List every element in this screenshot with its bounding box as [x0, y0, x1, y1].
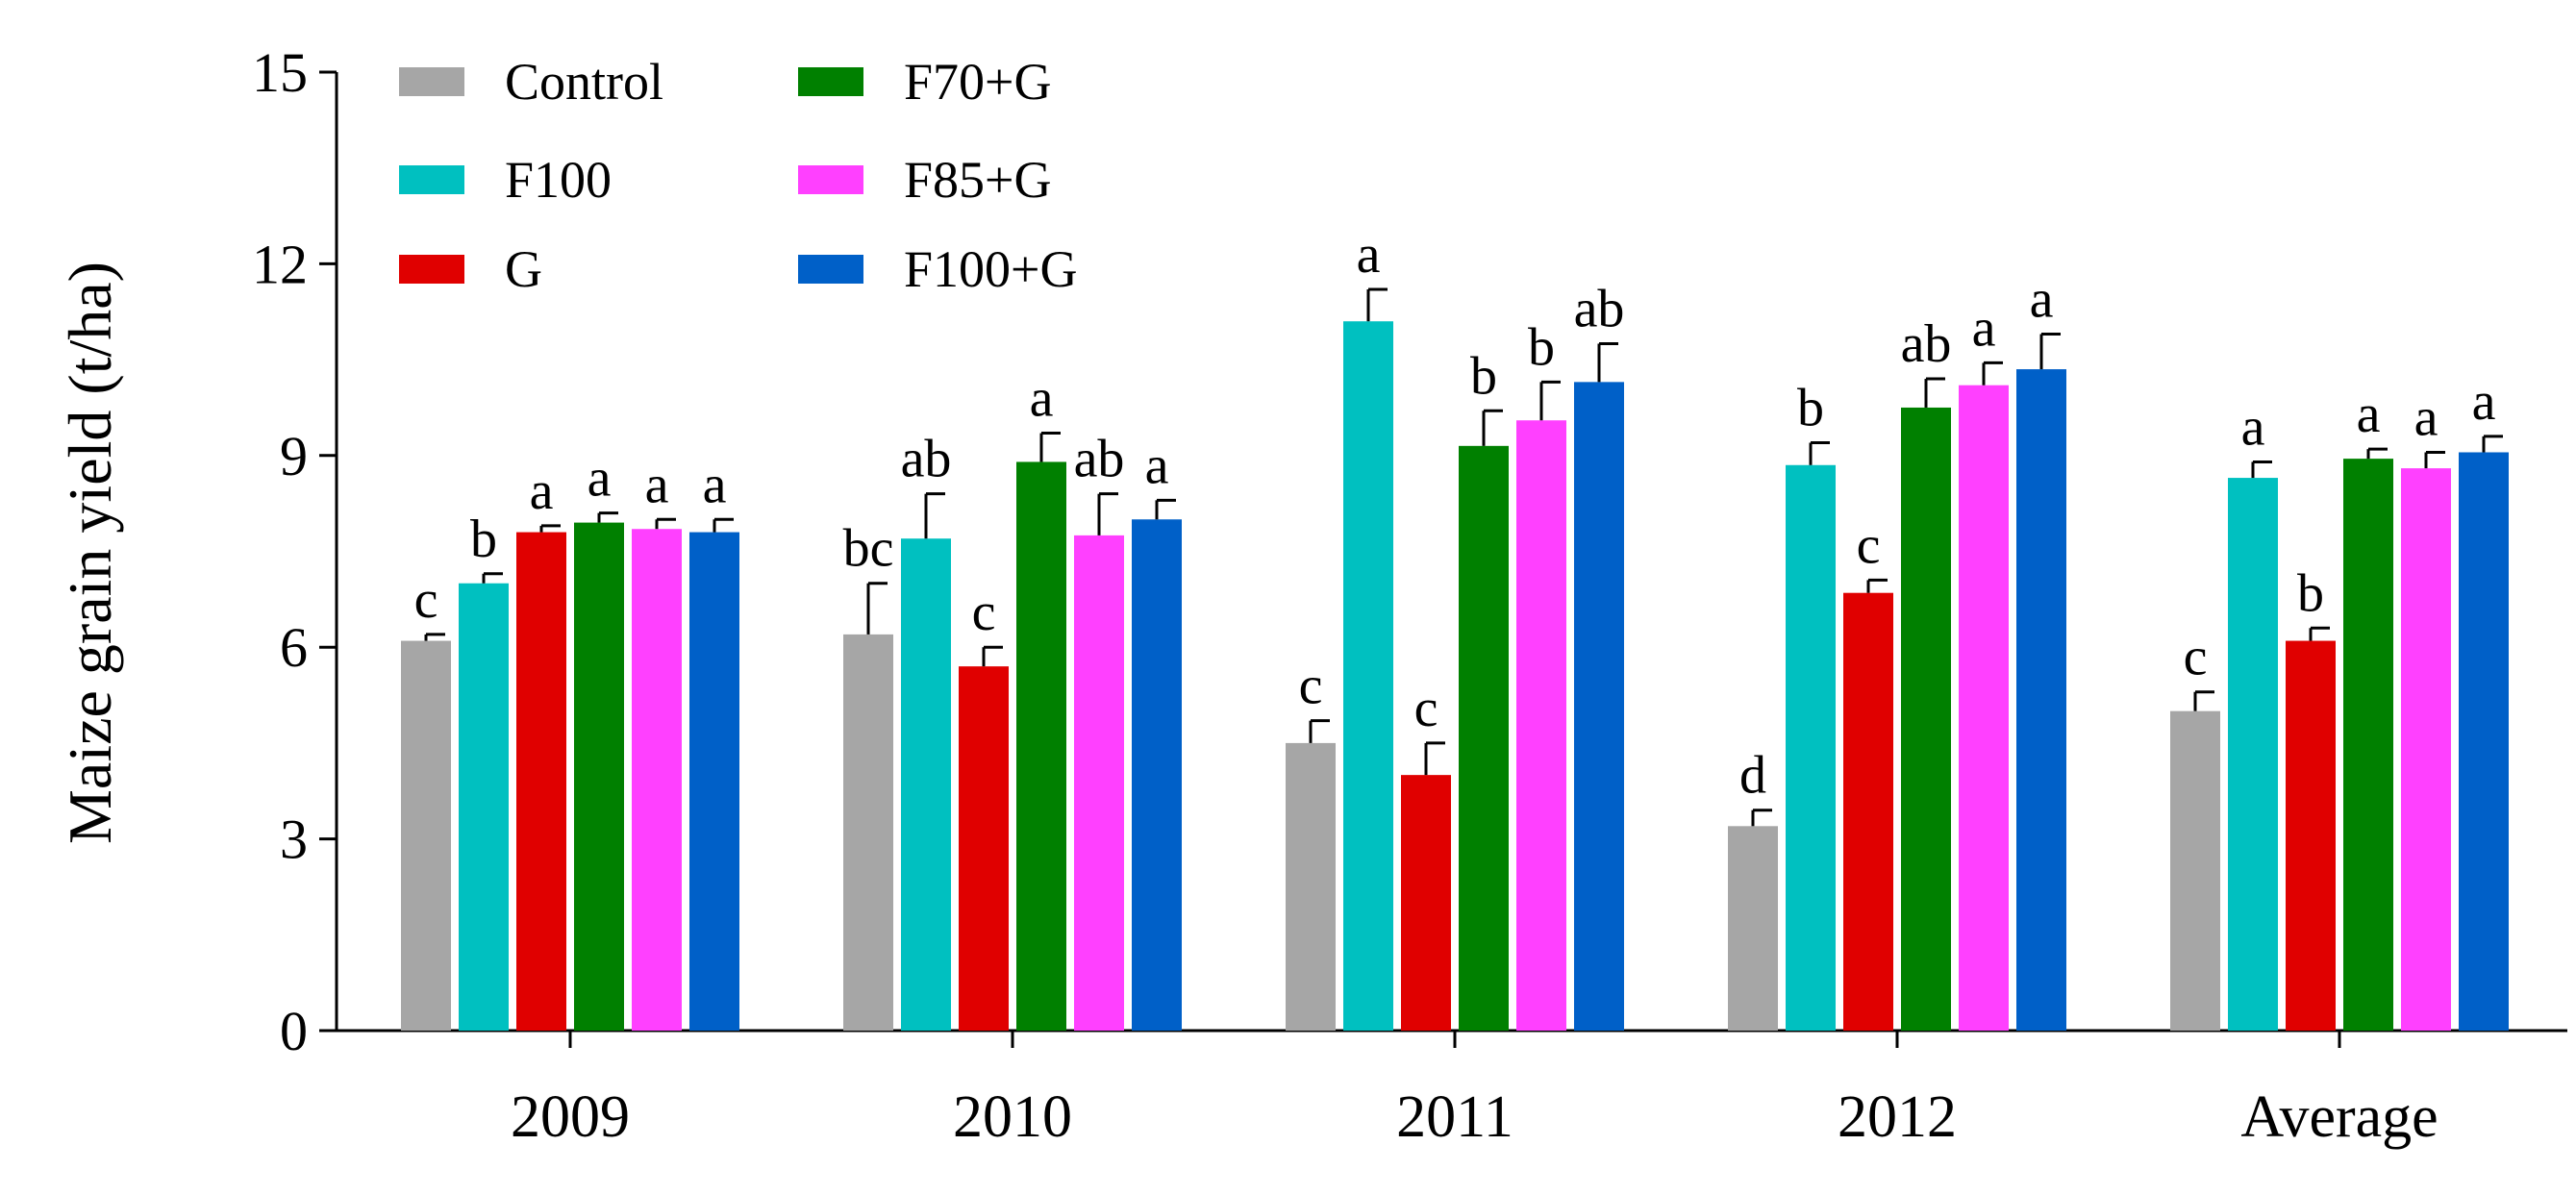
significance-label: a	[588, 449, 612, 509]
significance-label: b	[1797, 379, 1824, 438]
significance-label: a	[645, 455, 669, 514]
significance-label: c	[2184, 628, 2208, 687]
bar	[689, 532, 739, 1031]
axes: 0 3 6 9 12 15 2009 2010 2011 2012 Average	[252, 41, 2567, 1150]
significance-label: a	[1357, 225, 1381, 285]
significance-label: b	[1528, 317, 1555, 377]
legend-swatch	[399, 255, 464, 284]
legend-swatch	[798, 67, 863, 96]
significance-label: b	[1470, 346, 1497, 406]
significance-label: ab	[901, 430, 952, 489]
y-tick-label: 9	[280, 425, 308, 487]
bar	[2343, 459, 2393, 1032]
significance-label: a	[2030, 270, 2054, 330]
bar	[1728, 826, 1778, 1031]
x-tick-label: Average	[2240, 1084, 2438, 1150]
legend-label: F100+G	[904, 240, 1077, 298]
legend-label: F100	[505, 151, 612, 209]
x-tick-label: 2012	[1838, 1084, 1957, 1150]
legend-label: G	[505, 240, 542, 298]
x-tick-label: 2010	[953, 1084, 1072, 1150]
bar	[1401, 775, 1451, 1031]
x-tick-label: 2009	[511, 1084, 630, 1150]
bar	[2228, 478, 2278, 1031]
significance-label: c	[414, 570, 438, 630]
bar	[459, 583, 509, 1031]
y-axis-label: Maize grain yield (t/ha)	[56, 261, 124, 844]
legend-swatch	[399, 165, 464, 194]
significance-label: ab	[1574, 279, 1625, 338]
bar	[1132, 519, 1182, 1031]
significance-label: c	[972, 583, 996, 642]
bar	[1016, 461, 1066, 1031]
significance-label: d	[1739, 746, 1766, 806]
significance-label: a	[703, 455, 727, 514]
bar	[1959, 385, 2009, 1032]
bar	[901, 538, 951, 1031]
legend-swatch	[798, 255, 863, 284]
legend-label: F70+G	[904, 53, 1051, 111]
y-tick-label: 15	[252, 41, 308, 104]
bar	[1574, 382, 1624, 1031]
significance-label: c	[1857, 515, 1881, 575]
significance-label: bc	[843, 519, 894, 579]
bar	[1901, 407, 1951, 1031]
significance-label: a	[2472, 372, 2496, 432]
y-tick-label: 12	[252, 233, 308, 295]
significance-label: a	[530, 461, 554, 521]
bar	[574, 522, 624, 1031]
legend-swatch	[399, 67, 464, 96]
significance-label: b	[470, 510, 497, 569]
bar	[1843, 592, 1893, 1031]
significance-label: a	[2414, 387, 2438, 447]
significance-label: a	[1972, 298, 1996, 358]
significance-label: a	[2357, 385, 2381, 444]
bar	[1286, 742, 1336, 1031]
legend-swatch	[798, 165, 863, 194]
bar	[1343, 321, 1393, 1032]
bar	[1786, 464, 1836, 1031]
y-tick-label: 0	[280, 1000, 308, 1062]
bar	[1074, 535, 1124, 1031]
significance-label: b	[2297, 563, 2324, 623]
significance-label: ab	[1901, 314, 1952, 374]
legend: Control F100 G F70+G F85+G F100+G	[399, 53, 1077, 298]
bar	[1459, 445, 1509, 1032]
bar	[2170, 710, 2220, 1031]
bar	[632, 529, 682, 1031]
bar	[2401, 468, 2451, 1031]
y-tick-label: 3	[280, 809, 308, 871]
significance-label: a	[1145, 436, 1169, 495]
y-tick-label: 6	[280, 616, 308, 679]
significance-label: a	[2241, 397, 2265, 457]
bar	[2286, 640, 2336, 1031]
bar	[959, 666, 1009, 1031]
bar	[2016, 369, 2066, 1031]
bar	[401, 640, 451, 1031]
legend-label: Control	[505, 53, 663, 111]
x-tick-label: 2011	[1396, 1084, 1513, 1150]
significance-label: c	[1414, 679, 1438, 738]
bar	[1516, 420, 1566, 1031]
significance-label: a	[1030, 369, 1054, 429]
significance-label: ab	[1074, 430, 1125, 489]
bar	[2459, 452, 2509, 1031]
legend-label: F85+G	[904, 151, 1051, 209]
bar	[516, 532, 566, 1031]
bar	[843, 634, 893, 1031]
significance-label: c	[1299, 657, 1323, 716]
